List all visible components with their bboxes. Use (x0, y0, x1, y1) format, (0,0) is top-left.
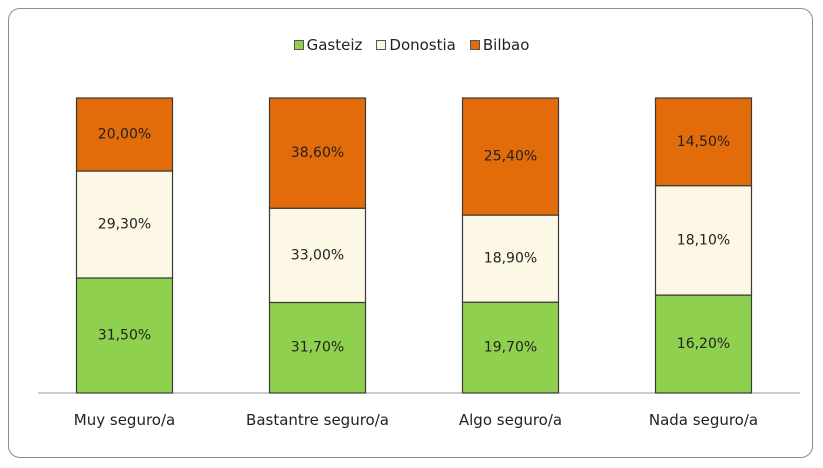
data-label: 38,60% (291, 145, 344, 161)
data-label: 31,70% (291, 340, 344, 356)
bar-segment (268, 97, 367, 209)
legend-label: Donostia (389, 36, 456, 54)
bar-segment (461, 97, 560, 216)
data-label: 29,30% (98, 217, 151, 233)
bar-segment (75, 277, 174, 394)
bar-segment (75, 97, 174, 172)
data-label: 19,70% (484, 340, 537, 356)
data-label: 14,50% (677, 134, 730, 150)
bar-segment (461, 301, 560, 394)
x-tick-label: Muy seguro/a (73, 411, 176, 429)
data-label: 16,20% (677, 336, 730, 352)
bar-segment (268, 301, 367, 394)
legend-entry: Gasteiz (293, 36, 363, 54)
data-label: 33,00% (291, 247, 344, 263)
data-label: 18,10% (677, 232, 730, 248)
data-label: 31,50% (98, 327, 151, 343)
data-label: 20,00% (98, 127, 151, 143)
bar-segment (461, 214, 560, 303)
data-label: 25,40% (484, 149, 537, 165)
x-tick-label: Algo seguro/a (458, 411, 563, 429)
x-tick-label: Bastantre seguro/a (246, 411, 389, 429)
legend: Gasteiz Donostia Bilbao (0, 36, 823, 54)
bar-segment (654, 185, 753, 296)
legend-swatch (469, 40, 480, 50)
bar-segment (75, 170, 174, 279)
legend-entry: Donostia (376, 36, 456, 54)
legend-swatch (376, 40, 387, 50)
chart-frame (8, 8, 813, 458)
data-label: 18,90% (484, 251, 537, 267)
x-tick-label: Nada seguro/a (648, 411, 759, 429)
bar-segment (654, 97, 753, 187)
legend-label: Gasteiz (306, 36, 363, 54)
legend-swatch (293, 40, 304, 50)
legend-entry: Bilbao (469, 36, 530, 54)
bar-segment (654, 294, 753, 394)
legend-label: Bilbao (482, 36, 530, 54)
